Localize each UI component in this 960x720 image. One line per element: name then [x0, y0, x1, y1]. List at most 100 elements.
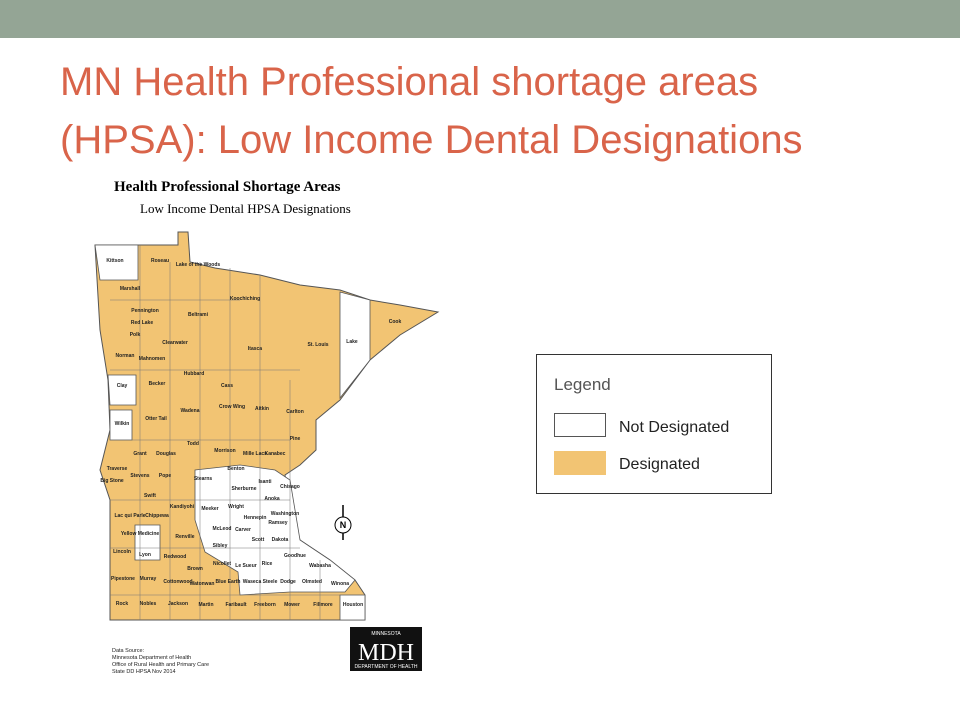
county-label: Washington — [271, 511, 299, 517]
county-label: Clearwater — [162, 340, 188, 346]
county-label: Murray — [140, 576, 157, 582]
county-label: Goodhue — [284, 553, 306, 559]
legend-title: Legend — [554, 375, 611, 394]
county-label: Douglas — [156, 451, 176, 457]
county-label: Polk — [130, 332, 141, 338]
county-label: Brown — [187, 566, 203, 572]
map: Health Professional Shortage Areas Low I… — [94, 179, 440, 675]
county-label: Otter Tail — [145, 416, 167, 422]
county-label: Olmsted — [302, 579, 322, 585]
county-label: Big Stone — [100, 478, 124, 484]
county-label: Carlton — [286, 409, 304, 415]
county-label: Hennepin — [244, 515, 267, 521]
county-label: Cook — [389, 319, 402, 325]
county-lines — [110, 245, 365, 620]
county-label: Wadena — [181, 408, 200, 414]
legend: Legend Not Designated Designated — [536, 354, 772, 494]
slide-title: (HPSA): Low Income Dental Designations — [60, 118, 803, 162]
county-label: Lincoln — [113, 549, 131, 555]
county-label: Wilkin — [115, 421, 130, 427]
source-line: Data Source: — [112, 648, 145, 654]
county-label: Dodge — [280, 579, 296, 585]
county-label: Kanabec — [265, 451, 286, 457]
county-label: Houston — [343, 602, 363, 608]
source-line: Minnesota Department of Health — [112, 655, 191, 661]
county-label: Todd — [187, 441, 199, 447]
legend-label: Designated — [619, 456, 700, 473]
county-label: Blue Earth — [215, 579, 240, 585]
county-label: Swift — [144, 493, 156, 499]
county-label: Pipestone — [111, 576, 135, 582]
slide-title: MN Health Professional shortage areas — [60, 60, 759, 104]
county-label: Grant — [133, 451, 147, 457]
county-label: St. Louis — [307, 342, 328, 348]
county-label: Crow Wing — [219, 404, 245, 410]
county-label: Beltrami — [188, 312, 209, 318]
county-label: Wabasha — [309, 563, 331, 569]
county-label: Wright — [228, 504, 244, 510]
county-label: Chippewa — [145, 513, 169, 519]
county-label: Winona — [331, 581, 349, 587]
county-label: Ramsey — [268, 520, 287, 526]
county-label: Watonwan — [190, 581, 215, 587]
logo-main: MDH — [358, 640, 414, 666]
county-label: Chisago — [280, 484, 300, 490]
county-label: Hubbard — [184, 371, 205, 377]
county-label: Kittson — [106, 258, 123, 264]
county-label: Renville — [175, 534, 194, 540]
county-label: Rock — [116, 601, 128, 607]
county-label: McLeod — [213, 526, 232, 532]
county-label: Mahnomen — [139, 356, 165, 362]
county-label: Lake of the Woods — [176, 262, 221, 268]
source-line: Office of Rural Health and Primary Care — [112, 662, 209, 668]
county-label: Marshall — [120, 286, 141, 292]
county-label: Mower — [284, 602, 300, 608]
county-label: Jackson — [168, 601, 188, 607]
county-label: Redwood — [164, 554, 187, 560]
county-label: Stevens — [130, 473, 149, 479]
county-label: Nobles — [140, 601, 157, 607]
county-label: Aitkin — [255, 406, 269, 412]
county-label: Pine — [290, 436, 301, 442]
county-label: Kandiyohi — [170, 504, 195, 510]
county-label: Pennington — [131, 308, 159, 314]
county-label: Faribault — [225, 602, 246, 608]
county-label: Lac qui Parle — [114, 513, 145, 519]
county-label: Rice — [262, 561, 273, 567]
map-subtitle: Low Income Dental HPSA Designations — [140, 201, 351, 216]
county-label: Freeborn — [254, 602, 276, 608]
county-label: Benton — [227, 466, 244, 472]
county-label: Steele — [263, 579, 278, 585]
county-label: Nicollet — [213, 561, 231, 567]
county-label: Martin — [199, 602, 214, 608]
county-label: Lake — [346, 339, 358, 345]
county-label: Red Lake — [131, 320, 153, 326]
county-label: Mille Lacs — [243, 451, 267, 457]
county-label: Isanti — [258, 479, 272, 485]
legend-swatch — [554, 413, 606, 437]
county-label: Clay — [117, 383, 128, 389]
not-designated-areas — [94, 244, 371, 621]
county-label: Norman — [116, 353, 135, 359]
county-label: Sibley — [213, 543, 228, 549]
legend-swatch — [554, 451, 606, 475]
county-label: Sherburne — [231, 486, 256, 492]
county-label: Scott — [252, 537, 265, 543]
county-label: Carver — [235, 527, 251, 533]
county-label: Pope — [159, 473, 171, 479]
county-label: Waseca — [243, 579, 262, 585]
county-label: Dakota — [272, 537, 289, 543]
compass-label: N — [340, 520, 347, 530]
top-bar — [0, 0, 960, 38]
county-label: Stearns — [194, 476, 213, 482]
county-label: Fillmore — [313, 602, 333, 608]
county-label: Cottonwood — [163, 579, 192, 585]
county-label: Cass — [221, 383, 233, 389]
compass: N — [334, 505, 352, 540]
legend-label: Not Designated — [619, 419, 730, 436]
county-label: Le Sueur — [235, 563, 256, 569]
map-title: Health Professional Shortage Areas — [114, 179, 341, 195]
county-label: Yellow Medicine — [121, 531, 160, 537]
county-label: Itasca — [248, 346, 262, 352]
